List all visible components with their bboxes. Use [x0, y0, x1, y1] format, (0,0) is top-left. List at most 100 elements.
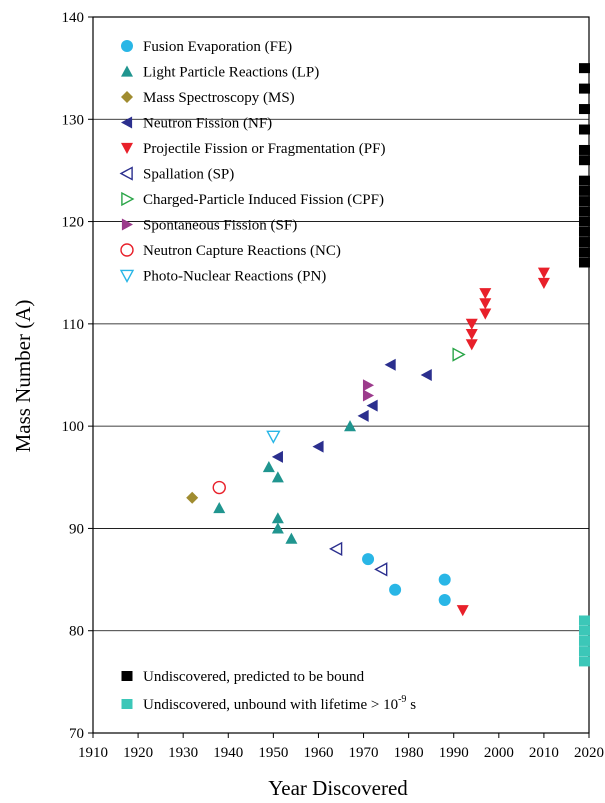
x-tick-label-1920: 1920	[123, 745, 153, 761]
legend-label-0: Fusion Evaporation (FE)	[143, 39, 292, 55]
legend-marker-undiscovered-bound	[121, 671, 133, 681]
data-point-s4-3	[465, 339, 478, 351]
legend-marker-6	[121, 191, 135, 207]
data-marks	[186, 63, 590, 667]
y-tick-label-130: 130	[62, 112, 85, 128]
y-tick-label-100: 100	[62, 419, 85, 435]
undiscovered-unbound-point-4	[578, 615, 590, 626]
undiscovered-bound-point-10	[578, 144, 590, 155]
data-point-s0-3	[438, 594, 451, 607]
legend-marker-4	[121, 142, 133, 154]
x-tick-label-1970: 1970	[349, 745, 379, 761]
x-axis-title: Year Discovered	[268, 776, 408, 800]
undiscovered-bound-point-3	[578, 226, 590, 237]
legend-marker-0	[121, 40, 133, 52]
undiscovered-bound-point-12	[578, 104, 590, 115]
undiscovered-bound-point-13	[578, 83, 590, 94]
legend-marker-9	[119, 269, 135, 283]
undiscovered-bound-point-5	[578, 206, 590, 217]
x-tick-label-1990: 1990	[439, 745, 469, 761]
legend-label-undiscovered-bound: Undiscovered, predicted to be bound	[143, 669, 365, 685]
data-point-s4-4	[479, 288, 492, 300]
x-tick-label-2020: 2020	[574, 745, 604, 761]
legend-label-2: Mass Spectroscopy (MS)	[143, 90, 295, 106]
data-point-s0-2	[438, 573, 451, 586]
y-tick-label-90: 90	[69, 521, 84, 537]
undiscovered-unbound-point-0	[578, 656, 590, 667]
data-point-s7-0	[362, 379, 375, 392]
undiscovered-unbound-point-3	[578, 625, 590, 636]
legend-marker-2	[121, 91, 133, 103]
data-point-s3-1	[312, 440, 324, 453]
undiscovered-bound-point-1	[578, 247, 590, 258]
data-point-s1-2	[271, 471, 284, 483]
legend: Fusion Evaporation (FE) Light Particle Re…	[119, 39, 416, 713]
data-point-s2-0	[186, 491, 199, 504]
y-tick-label-120: 120	[62, 215, 85, 231]
legend-label-3: Neutron Fission (NF)	[143, 116, 272, 132]
y-tick-label-110: 110	[62, 317, 84, 333]
grid-layer	[93, 118, 589, 632]
x-tick-label-1940: 1940	[213, 745, 243, 761]
data-point-s1-5	[285, 532, 298, 544]
data-point-s3-3	[366, 399, 378, 412]
data-point-s9-0	[266, 430, 281, 444]
data-point-s5-1	[374, 562, 388, 577]
data-point-s4-5	[479, 298, 492, 310]
undiscovered-bound-point-8	[578, 175, 590, 186]
axes: 70 80 90 100 110 120 130 140 1910 1920 1930 1940 195…	[62, 10, 605, 761]
legend-label-7: Spontaneous Fission (SF)	[143, 218, 297, 234]
legend-label-undiscovered-unbound: Undiscovered, unbound with lifetime > 10…	[143, 694, 416, 713]
data-point-s1-3	[271, 512, 284, 524]
x-tick-label-1950: 1950	[258, 745, 288, 761]
undiscovered-bound-point-14	[578, 63, 590, 74]
legend-marker-1	[121, 65, 133, 77]
undiscovered-bound-point-9	[578, 155, 590, 166]
x-tick-label-1930: 1930	[168, 745, 198, 761]
legend-marker-undiscovered-unbound	[121, 699, 133, 709]
data-point-s3-4	[384, 358, 396, 371]
undiscovered-bound-point-11	[578, 124, 590, 135]
data-point-s0-1	[389, 583, 402, 596]
legend-marker-5	[119, 166, 133, 181]
y-tick-label-80: 80	[69, 624, 84, 640]
data-point-s4-8	[537, 277, 550, 289]
data-point-s1-1	[262, 461, 275, 473]
legend-label-1: Light Particle Reactions (LP)	[143, 65, 319, 81]
data-point-s7-1	[362, 389, 375, 402]
y-axis-title: Mass Number (A)	[11, 300, 35, 453]
undiscovered-bound-point-7	[578, 185, 590, 196]
x-tick-label-1980: 1980	[394, 745, 424, 761]
x-tick-label-1960: 1960	[303, 745, 333, 761]
legend-label-5: Spallation (SP)	[143, 167, 234, 183]
plot-frame	[92, 16, 590, 734]
data-point-s1-4	[271, 522, 284, 534]
data-point-s4-6	[479, 308, 492, 320]
data-point-s0-0	[362, 553, 375, 566]
data-point-s3-2	[357, 409, 369, 422]
data-point-s6-0	[452, 347, 466, 362]
data-point-s1-0	[213, 501, 226, 514]
undiscovered-bound-point-6	[578, 196, 590, 207]
data-point-s3-0	[271, 450, 283, 463]
legend-label-9: Photo-Nuclear Reactions (PN)	[143, 269, 326, 285]
undiscovered-bound-point-0	[578, 257, 590, 268]
x-tick-label-1910: 1910	[78, 745, 108, 761]
undiscovered-unbound-point-2	[578, 635, 590, 646]
legend-label-4: Projectile Fission or Fragmentation (PF)	[143, 141, 385, 157]
legend-marker-3	[121, 116, 133, 129]
x-tick-label-2000: 2000	[484, 745, 514, 761]
data-point-s4-7	[537, 267, 550, 279]
y-tick-label-70: 70	[69, 726, 84, 742]
data-point-s4-0	[456, 605, 469, 617]
legend-marker-8	[120, 243, 134, 257]
legend-label-6: Charged-Particle Induced Fission (CPF)	[143, 192, 384, 208]
data-point-s4-2	[465, 328, 478, 341]
data-point-s1-6	[344, 420, 357, 432]
y-tick-label-140: 140	[62, 10, 85, 26]
data-point-s5-0	[329, 541, 343, 557]
x-tick-label-2010: 2010	[529, 745, 559, 761]
legend-label-8: Neutron Capture Reactions (NC)	[143, 243, 341, 259]
